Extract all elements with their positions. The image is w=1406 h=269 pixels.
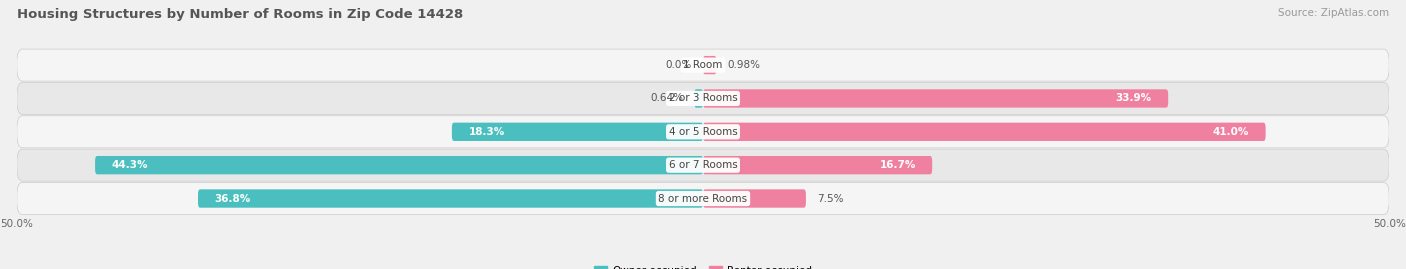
FancyBboxPatch shape <box>96 156 703 174</box>
FancyBboxPatch shape <box>17 116 1389 148</box>
Text: 0.0%: 0.0% <box>666 60 692 70</box>
FancyBboxPatch shape <box>703 123 1265 141</box>
FancyBboxPatch shape <box>17 49 1389 81</box>
Text: 4 or 5 Rooms: 4 or 5 Rooms <box>669 127 737 137</box>
Text: 8 or more Rooms: 8 or more Rooms <box>658 193 748 204</box>
FancyBboxPatch shape <box>17 82 1389 115</box>
FancyBboxPatch shape <box>703 156 932 174</box>
Text: 0.98%: 0.98% <box>727 60 761 70</box>
Text: 33.9%: 33.9% <box>1115 93 1152 104</box>
FancyBboxPatch shape <box>695 89 703 108</box>
Text: 36.8%: 36.8% <box>215 193 250 204</box>
FancyBboxPatch shape <box>17 182 1389 215</box>
Text: 44.3%: 44.3% <box>111 160 148 170</box>
Text: 2 or 3 Rooms: 2 or 3 Rooms <box>669 93 737 104</box>
FancyBboxPatch shape <box>451 123 703 141</box>
Legend: Owner-occupied, Renter-occupied: Owner-occupied, Renter-occupied <box>591 262 815 269</box>
Text: 41.0%: 41.0% <box>1213 127 1249 137</box>
Text: 16.7%: 16.7% <box>879 160 915 170</box>
FancyBboxPatch shape <box>198 189 703 208</box>
Text: Source: ZipAtlas.com: Source: ZipAtlas.com <box>1278 8 1389 18</box>
FancyBboxPatch shape <box>703 189 806 208</box>
Text: 18.3%: 18.3% <box>468 127 505 137</box>
FancyBboxPatch shape <box>703 56 717 74</box>
Text: Housing Structures by Number of Rooms in Zip Code 14428: Housing Structures by Number of Rooms in… <box>17 8 463 21</box>
Text: 6 or 7 Rooms: 6 or 7 Rooms <box>669 160 737 170</box>
FancyBboxPatch shape <box>17 149 1389 181</box>
FancyBboxPatch shape <box>703 89 1168 108</box>
Text: 1 Room: 1 Room <box>683 60 723 70</box>
Text: 0.64%: 0.64% <box>650 93 683 104</box>
Text: 7.5%: 7.5% <box>817 193 844 204</box>
